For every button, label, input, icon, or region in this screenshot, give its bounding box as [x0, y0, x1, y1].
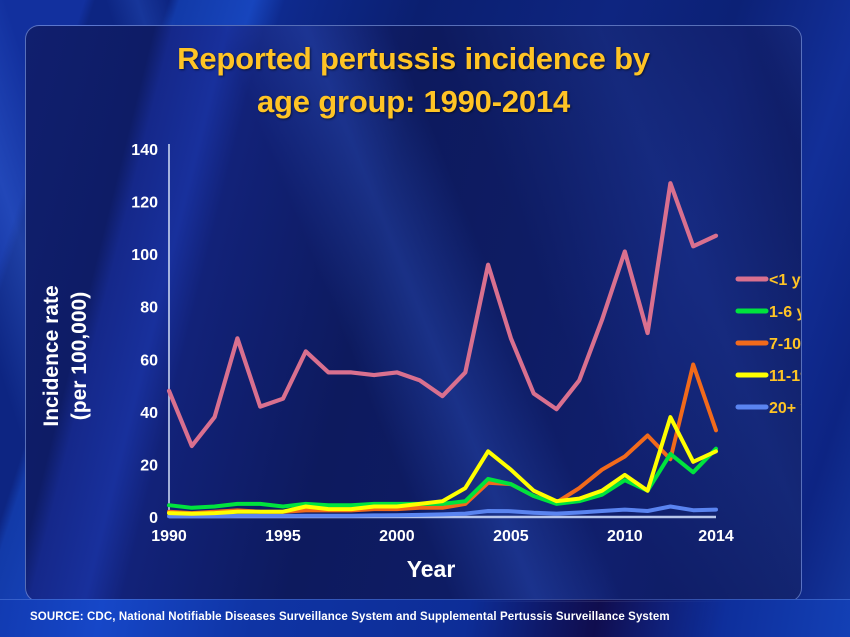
series-line [167, 362, 718, 516]
y-axis-title-line1: Incidence rate [40, 285, 63, 426]
series-line [167, 415, 718, 516]
x-axis-tick: 1995 [265, 528, 301, 545]
y-axis-tick: 80 [140, 300, 158, 317]
legend-label: <1 yr [769, 272, 801, 289]
chart-plot: 0 20 40 60 80 100 120 140 1990 1995 2000 2005 2010 2… [40, 142, 801, 582]
chart-title-line1: Reported pertussis incidence by [177, 41, 650, 76]
chart-title: Reported pertussis incidence by age grou… [26, 38, 801, 124]
x-axis-tick-labels: 1990 1995 2000 2005 2010 2014 [151, 528, 734, 545]
y-axis-tick: 40 [140, 405, 158, 422]
series-line [167, 504, 718, 519]
series-lines [166, 181, 719, 519]
y-axis-tick-labels: 0 20 40 60 80 100 120 140 [131, 142, 158, 527]
y-axis-tick: 100 [131, 247, 158, 264]
x-axis-tick: 1990 [151, 528, 187, 545]
x-axis-title: Year [407, 556, 456, 582]
legend-label: 20+ yrs [769, 400, 801, 417]
legend-label: 7-10 yrs [769, 336, 801, 353]
y-axis-tick: 120 [131, 195, 158, 212]
source-bar: SOURCE: CDC, National Notifiable Disease… [0, 599, 850, 637]
background-streak [830, 0, 850, 637]
x-axis-tick: 2014 [698, 528, 734, 545]
x-axis-tick: 2005 [493, 528, 529, 545]
legend-label: 11-19 [769, 368, 801, 385]
series-line [166, 181, 719, 449]
source-text: SOURCE: CDC, National Notifiable Disease… [30, 611, 670, 623]
chart-panel: Reported pertussis incidence by age grou… [25, 25, 802, 602]
y-axis-tick: 0 [149, 510, 158, 527]
chart-legend: <1 yr 1-6 yrs 7-10 yrs 11-19 20+ yrs [735, 272, 801, 417]
y-axis-tick: 20 [140, 457, 158, 474]
y-axis-tick: 60 [140, 352, 158, 369]
y-axis-tick: 140 [131, 142, 158, 159]
y-axis-title-line2: (per 100,000) [68, 292, 91, 420]
legend-label: 1-6 yrs [769, 304, 801, 321]
x-axis-tick: 2010 [607, 528, 643, 545]
chart-title-line2: age group: 1990-2014 [256, 83, 571, 119]
series-line [167, 446, 718, 510]
x-axis-tick: 2000 [379, 528, 415, 545]
